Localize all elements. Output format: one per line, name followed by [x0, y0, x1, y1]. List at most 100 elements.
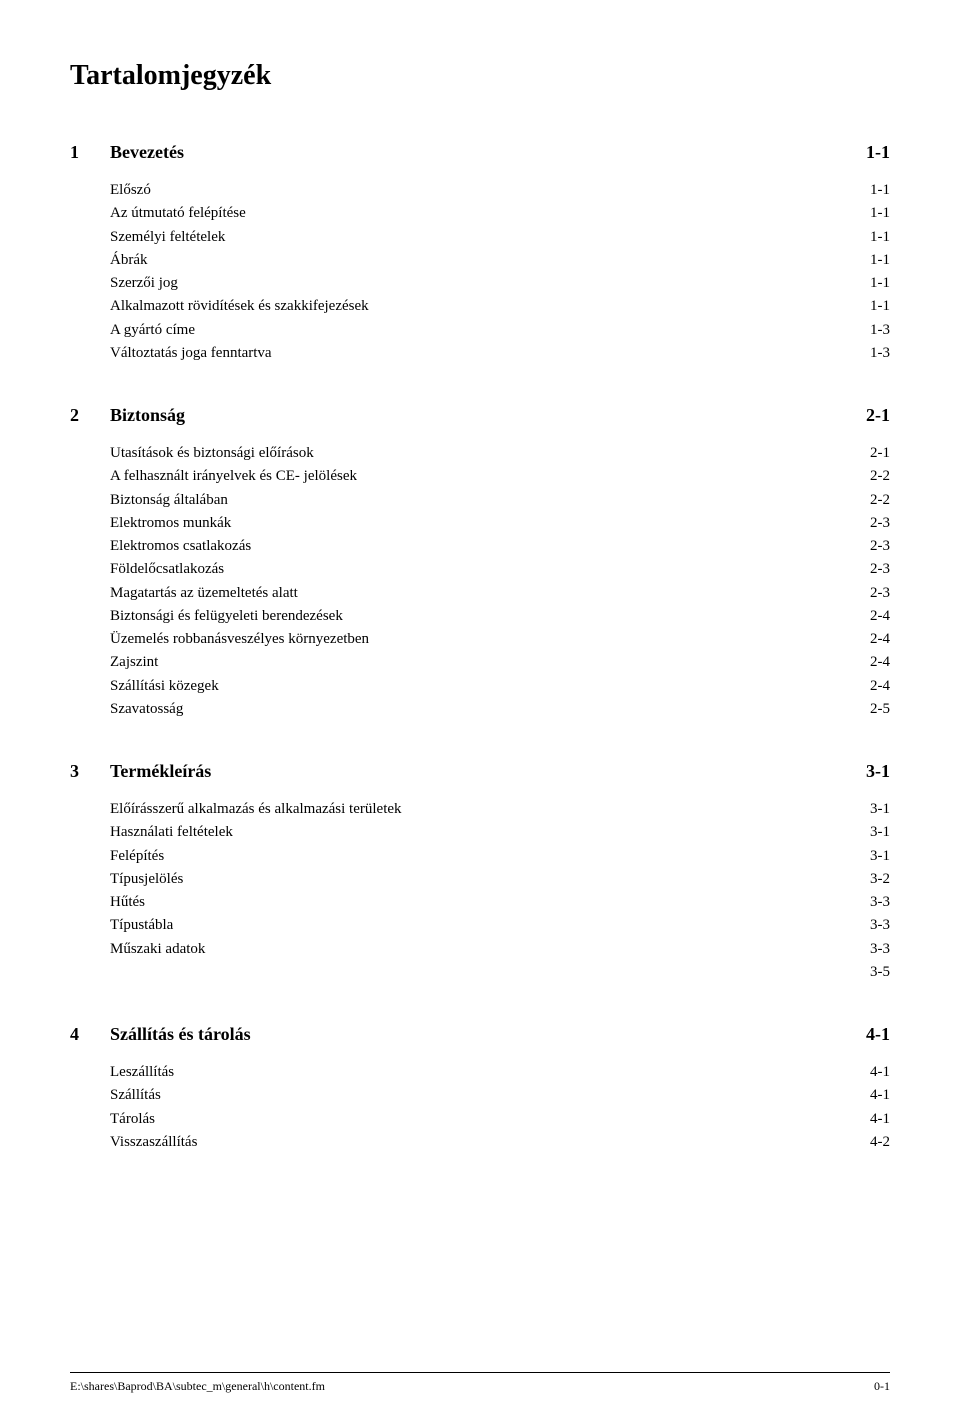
entry-title: Szállítás [110, 1084, 870, 1107]
entry-page: 2-2 [870, 465, 890, 488]
entry-title: Üzemelés robbanásveszélyes környezetben [110, 628, 870, 651]
entry-title: Ábrák [110, 249, 870, 272]
entry-title: Visszaszállítás [110, 1131, 870, 1154]
toc-entry: Hűtés3-3 [110, 891, 890, 914]
entry-page: 2-5 [870, 698, 890, 721]
entry-title: Típusjelölés [110, 868, 870, 891]
entry-page: 2-3 [870, 558, 890, 581]
toc-entry: Tárolás4-1 [110, 1108, 890, 1131]
entry-page: 2-4 [870, 675, 890, 698]
toc-entry: Használati feltételek3-1 [110, 821, 890, 844]
entry-page: 2-3 [870, 512, 890, 535]
toc-entry: Felépítés3-1 [110, 845, 890, 868]
entry-page: 2-2 [870, 489, 890, 512]
toc-entry: Visszaszállítás4-2 [110, 1131, 890, 1154]
toc-entry: 3-5 [110, 961, 890, 984]
entry-page: 2-1 [870, 442, 890, 465]
entry-title: Magatartás az üzemeltetés alatt [110, 582, 870, 605]
toc-entry: Szállítási közegek2-4 [110, 675, 890, 698]
entry-page: 1-1 [870, 202, 890, 225]
page-footer: E:\shares\Baprod\BA\subtec_m\general\h\c… [70, 1372, 890, 1394]
entry-title: Leszállítás [110, 1061, 870, 1084]
entry-page: 1-3 [870, 342, 890, 365]
entry-title: Szavatosság [110, 698, 870, 721]
entry-title: Típustábla [110, 914, 870, 937]
section-entries: Leszállítás4-1Szállítás4-1Tárolás4-1Viss… [110, 1061, 890, 1154]
section-page: 4-1 [866, 1024, 890, 1045]
toc-container: 1Bevezetés1-1Előszó1-1Az útmutató felépí… [70, 142, 890, 1154]
toc-entry: Biztonsági és felügyeleti berendezések2-… [110, 605, 890, 628]
entry-page: 3-3 [870, 891, 890, 914]
toc-entry: Típusjelölés3-2 [110, 868, 890, 891]
entry-title: Az útmutató felépítése [110, 202, 870, 225]
section-page: 1-1 [866, 142, 890, 163]
entry-title: Elektromos munkák [110, 512, 870, 535]
toc-entry: Műszaki adatok3-3 [110, 938, 890, 961]
section-entries: Előírásszerű alkalmazás és alkalmazási t… [110, 798, 890, 984]
entry-page: 3-1 [870, 798, 890, 821]
entry-title: Változtatás joga fenntartva [110, 342, 870, 365]
entry-title: Felépítés [110, 845, 870, 868]
entry-title: Alkalmazott rövidítések és szakkifejezés… [110, 295, 870, 318]
footer-pagenum: 0-1 [874, 1379, 890, 1394]
entry-title: Előszó [110, 179, 870, 202]
section-number: 4 [70, 1024, 110, 1045]
entry-page: 2-3 [870, 582, 890, 605]
entry-page: 3-3 [870, 938, 890, 961]
entry-page: 3-1 [870, 821, 890, 844]
entry-page: 4-1 [870, 1108, 890, 1131]
entry-page: 1-1 [870, 295, 890, 318]
entry-page: 1-1 [870, 272, 890, 295]
section-title: Szállítás és tárolás [110, 1024, 866, 1045]
toc-entry: Zajszint2-4 [110, 651, 890, 674]
entry-page: 4-1 [870, 1084, 890, 1107]
entry-title: Zajszint [110, 651, 870, 674]
section-title: Bevezetés [110, 142, 866, 163]
entry-title: Elektromos csatlakozás [110, 535, 870, 558]
entry-page: 2-4 [870, 651, 890, 674]
toc-entry: Biztonság általában2-2 [110, 489, 890, 512]
entry-title: A felhasznált irányelvek és CE- jelölése… [110, 465, 870, 488]
toc-entry: Típustábla3-3 [110, 914, 890, 937]
toc-entry: Üzemelés robbanásveszélyes környezetben2… [110, 628, 890, 651]
page-title: Tartalomjegyzék [70, 60, 890, 92]
toc-entry: Előírásszerű alkalmazás és alkalmazási t… [110, 798, 890, 821]
toc-entry: Személyi feltételek1-1 [110, 226, 890, 249]
toc-entry: Alkalmazott rövidítések és szakkifejezés… [110, 295, 890, 318]
toc-entry: Elektromos munkák2-3 [110, 512, 890, 535]
entry-title: Előírásszerű alkalmazás és alkalmazási t… [110, 798, 870, 821]
entry-page: 3-1 [870, 845, 890, 868]
toc-entry: Földelőcsatlakozás2-3 [110, 558, 890, 581]
section-header: 3Termékleírás3-1 [70, 761, 890, 782]
entry-page: 2-3 [870, 535, 890, 558]
entry-page: 3-5 [870, 961, 890, 984]
entry-title: Hűtés [110, 891, 870, 914]
section-header: 1Bevezetés1-1 [70, 142, 890, 163]
entry-page: 1-1 [870, 249, 890, 272]
entry-title [110, 961, 870, 984]
section-number: 1 [70, 142, 110, 163]
toc-entry: Magatartás az üzemeltetés alatt2-3 [110, 582, 890, 605]
entry-title: Biztonság általában [110, 489, 870, 512]
entry-title: Biztonsági és felügyeleti berendezések [110, 605, 870, 628]
toc-section: 2Biztonság2-1Utasítások és biztonsági el… [70, 405, 890, 721]
entry-page: 3-2 [870, 868, 890, 891]
entry-page: 1-1 [870, 226, 890, 249]
entry-title: Műszaki adatok [110, 938, 870, 961]
entry-page: 1-3 [870, 319, 890, 342]
toc-entry: Szerzői jog1-1 [110, 272, 890, 295]
toc-entry: Az útmutató felépítése1-1 [110, 202, 890, 225]
toc-entry: Előszó1-1 [110, 179, 890, 202]
entry-page: 2-4 [870, 605, 890, 628]
section-entries: Utasítások és biztonsági előírások2-1A f… [110, 442, 890, 721]
section-number: 3 [70, 761, 110, 782]
entry-title: A gyártó címe [110, 319, 870, 342]
section-page: 3-1 [866, 761, 890, 782]
toc-section: 1Bevezetés1-1Előszó1-1Az útmutató felépí… [70, 142, 890, 365]
entry-title: Személyi feltételek [110, 226, 870, 249]
section-number: 2 [70, 405, 110, 426]
section-title: Termékleírás [110, 761, 866, 782]
toc-entry: Változtatás joga fenntartva1-3 [110, 342, 890, 365]
footer-path: E:\shares\Baprod\BA\subtec_m\general\h\c… [70, 1379, 325, 1394]
section-page: 2-1 [866, 405, 890, 426]
